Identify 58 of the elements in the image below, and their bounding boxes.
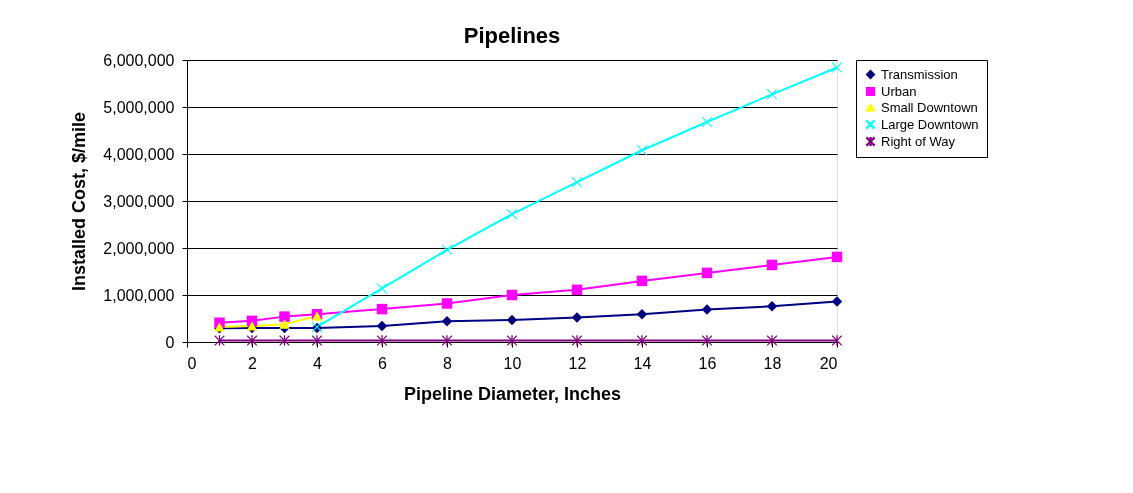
x-tick-label: 18 bbox=[763, 354, 782, 372]
point bbox=[279, 319, 290, 329]
point bbox=[376, 320, 388, 332]
chart-title: Pipelines bbox=[463, 23, 561, 48]
point bbox=[376, 283, 388, 294]
point bbox=[766, 259, 778, 271]
x-tick-label: 20 bbox=[819, 354, 838, 372]
point bbox=[701, 267, 713, 279]
point bbox=[766, 335, 778, 346]
y-tick-label: 5,000,000 bbox=[103, 98, 175, 116]
point bbox=[636, 309, 648, 320]
point bbox=[506, 335, 518, 346]
point bbox=[571, 335, 583, 346]
point bbox=[636, 335, 648, 346]
x-tick-label: 0 bbox=[187, 354, 197, 372]
point bbox=[376, 335, 388, 346]
point bbox=[441, 316, 453, 327]
y-tick-label: 0 bbox=[165, 333, 175, 351]
point bbox=[246, 335, 258, 346]
legend-label: Transmission bbox=[881, 66, 958, 82]
x-tick-label: 2 bbox=[248, 354, 258, 372]
y-tick-label: 6,000,000 bbox=[103, 51, 175, 69]
legend-label: Small Downtown bbox=[881, 99, 978, 115]
y-tick-label: 2,000,000 bbox=[103, 239, 175, 257]
x-tick-label: 14 bbox=[633, 354, 652, 372]
x-tick-label: 16 bbox=[698, 354, 717, 372]
x-tick-label: 12 bbox=[568, 354, 587, 372]
point bbox=[636, 275, 648, 287]
point bbox=[766, 301, 778, 312]
legend-label: Large Downtown bbox=[881, 116, 979, 132]
y-tick-label: 3,000,000 bbox=[103, 192, 175, 210]
point bbox=[831, 251, 843, 263]
point bbox=[441, 298, 453, 309]
x-tick-label: 4 bbox=[313, 354, 323, 372]
point bbox=[701, 304, 713, 315]
x-tick-label: 10 bbox=[503, 354, 522, 372]
y-tick-label: 4,000,000 bbox=[103, 145, 175, 163]
point bbox=[506, 314, 518, 326]
y-tick-label: 1,000,000 bbox=[103, 286, 175, 304]
point bbox=[279, 311, 290, 322]
x-axis-title: Pipeline Diameter, Inches bbox=[403, 383, 622, 404]
x-tick-label: 8 bbox=[443, 354, 453, 372]
point bbox=[506, 289, 518, 301]
point bbox=[831, 335, 843, 346]
point bbox=[831, 296, 843, 307]
point bbox=[376, 303, 388, 315]
point bbox=[441, 335, 453, 346]
legend-label: Urban bbox=[881, 83, 917, 99]
y-axis-title: Installed Cost, $/mile bbox=[69, 111, 90, 292]
legend-label: Right of Way bbox=[881, 133, 956, 149]
point bbox=[571, 284, 583, 296]
x-tick-label: 6 bbox=[378, 354, 388, 372]
point bbox=[571, 312, 583, 323]
point bbox=[766, 89, 778, 100]
point bbox=[831, 62, 843, 73]
point bbox=[701, 335, 713, 346]
point bbox=[311, 335, 323, 346]
point bbox=[636, 145, 648, 156]
